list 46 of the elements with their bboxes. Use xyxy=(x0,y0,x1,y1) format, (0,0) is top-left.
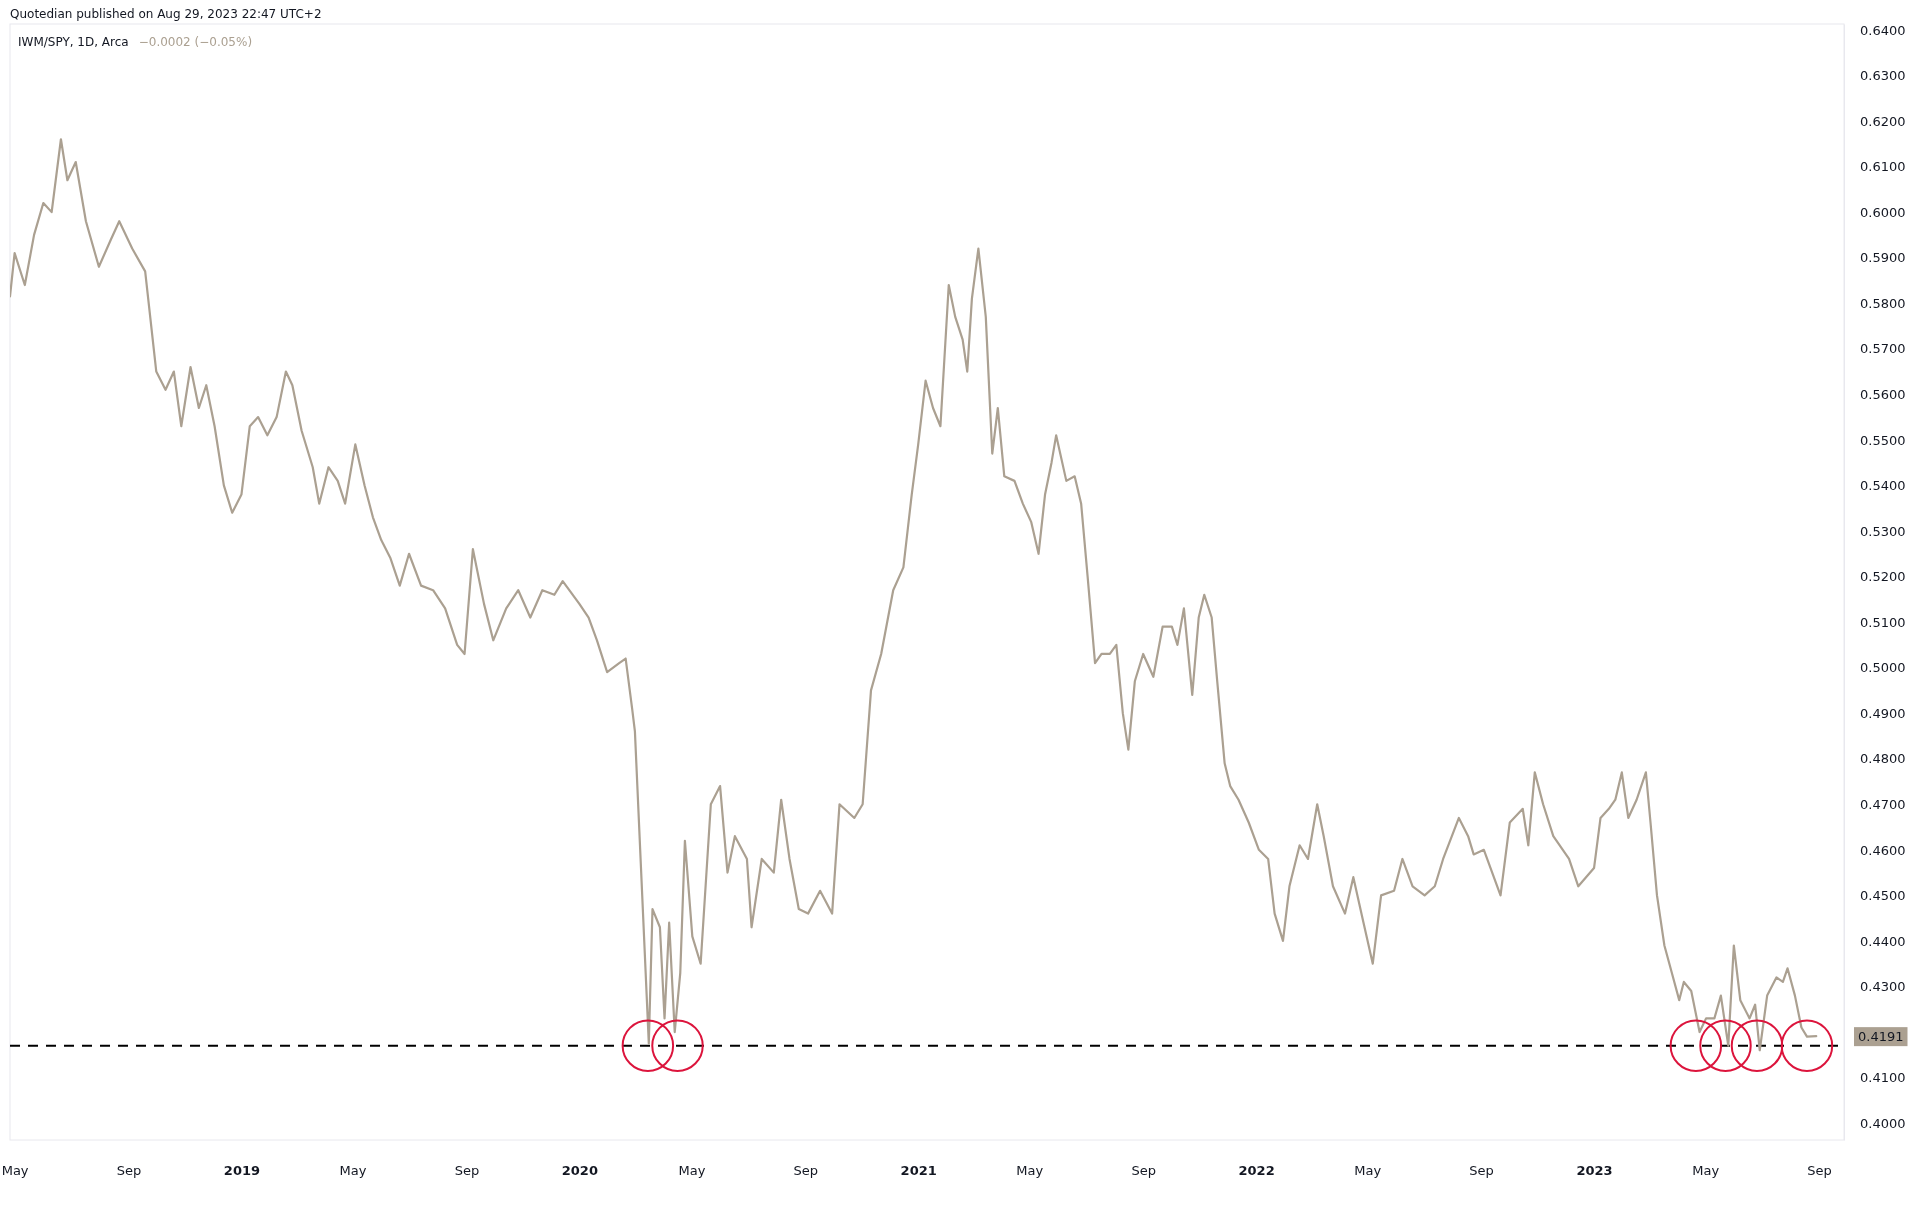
y-tick-label: 0.5400 xyxy=(1860,478,1906,494)
y-tick-label: 0.6400 xyxy=(1860,22,1906,38)
y-tick-label: 0.5100 xyxy=(1860,614,1906,630)
x-tick-label: May xyxy=(1,1163,29,1179)
y-tick-label: 0.5300 xyxy=(1860,523,1906,539)
y-tick-label: 0.5700 xyxy=(1860,341,1906,357)
y-tick-label: 0.4000 xyxy=(1860,1115,1906,1131)
x-tick-label: 2023 xyxy=(1576,1163,1613,1179)
line-series xyxy=(10,138,1818,1052)
y-tick-label: 0.5900 xyxy=(1860,250,1906,266)
x-tick-label: 2022 xyxy=(1238,1163,1275,1179)
x-tick-label: May xyxy=(339,1163,367,1179)
x-tick-label: May xyxy=(1692,1163,1720,1179)
x-tick-label: Sep xyxy=(1469,1163,1494,1179)
y-tick-label: 0.6300 xyxy=(1860,68,1906,84)
x-tick-label: May xyxy=(1354,1163,1382,1179)
x-tick-label: May xyxy=(678,1163,706,1179)
y-tick-label: 0.4600 xyxy=(1860,842,1906,858)
y-tick-label: 0.5800 xyxy=(1860,295,1906,311)
y-tick-label: 0.5500 xyxy=(1860,432,1906,448)
y-tick-label: 0.4400 xyxy=(1860,933,1906,949)
x-tick-label: Sep xyxy=(116,1163,142,1179)
y-tick-label: 0.4900 xyxy=(1860,705,1906,721)
text: Quotedian published on Aug 29, 2023 22:47 UTC+2 xyxy=(10,7,322,21)
y-tick-label: 0.4700 xyxy=(1860,796,1906,812)
x-tick-label: Sep xyxy=(1131,1163,1156,1179)
x-tick-label: Sep xyxy=(793,1163,819,1179)
x-tick-label: Sep xyxy=(454,1163,480,1179)
y-tick-label: 0.5200 xyxy=(1860,569,1906,585)
x-tick-label: 2020 xyxy=(561,1163,598,1179)
y-tick-label: 0.5600 xyxy=(1860,386,1906,402)
text: 0.4191 xyxy=(1858,1029,1904,1045)
text: IWM/SPY, 1D, Arca xyxy=(18,35,129,49)
text: −0.0002 (−0.05%) xyxy=(138,35,253,49)
x-tick-label: 2019 xyxy=(223,1163,261,1179)
x-tick-label: May xyxy=(1016,1163,1044,1179)
y-tick-label: 0.5000 xyxy=(1860,660,1906,676)
y-tick-label: 0.6100 xyxy=(1860,159,1906,175)
x-tick-label: Sep xyxy=(1807,1163,1832,1179)
y-tick-label: 0.6200 xyxy=(1860,113,1906,129)
x-tick-label: 2021 xyxy=(900,1163,937,1179)
y-tick-label: 0.4500 xyxy=(1860,888,1906,904)
y-tick-label: 0.4100 xyxy=(1860,1070,1906,1086)
y-tick-label: 0.4300 xyxy=(1860,979,1906,995)
y-tick-label: 0.4800 xyxy=(1860,751,1906,767)
y-tick-label: 0.6000 xyxy=(1860,204,1906,220)
